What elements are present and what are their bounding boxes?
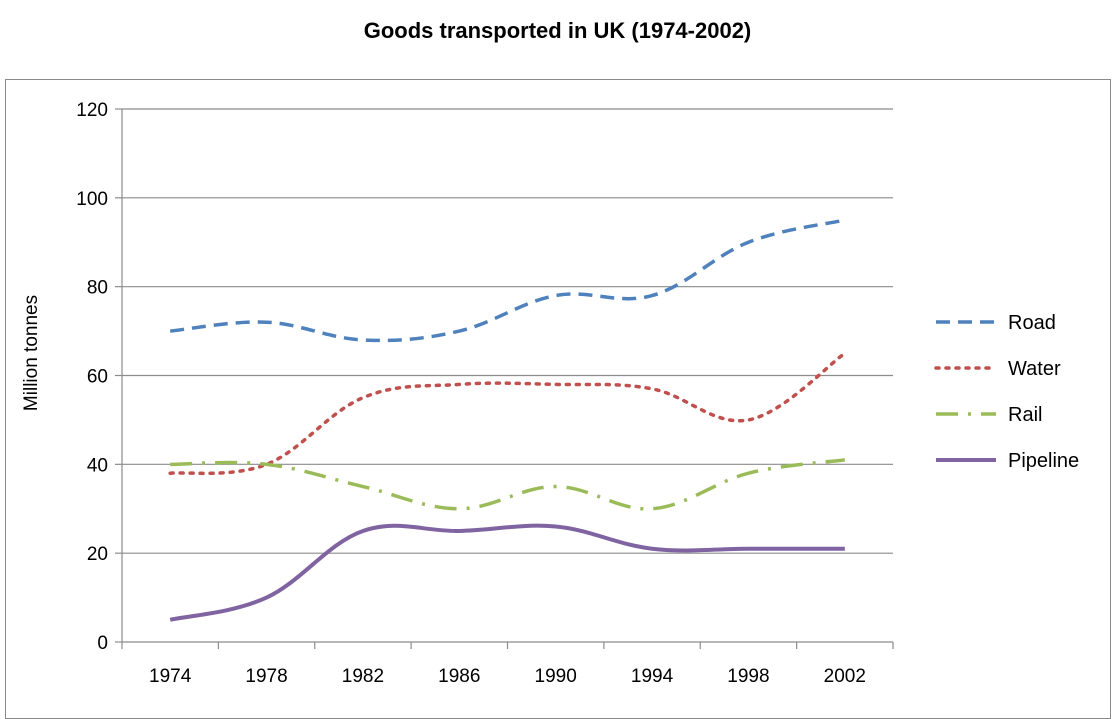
x-tick-label: 1994 — [631, 666, 674, 687]
series-line-water — [168, 351, 847, 476]
x-tick-label: 2002 — [824, 666, 866, 687]
x-tick-label: 1974 — [149, 666, 192, 687]
y-tick-label: 0 — [97, 633, 108, 654]
legend-label-water: Water — [1008, 358, 1061, 380]
series-line-rail — [170, 458, 846, 511]
chart-title: Goods transported in UK (1974-2002) — [363, 18, 752, 43]
x-tick-label: 1990 — [535, 666, 577, 687]
legend-label-road: Road — [1008, 312, 1056, 334]
series-line-pipeline — [169, 523, 845, 622]
legend-label-pipeline: Pipeline — [1008, 450, 1079, 472]
series-line-road — [170, 218, 846, 343]
series-lines — [168, 218, 847, 622]
y-tick-label: 20 — [87, 544, 108, 565]
y-tick-label: 80 — [87, 278, 108, 299]
gridlines — [122, 108, 893, 554]
x-tick-label: 1986 — [438, 666, 480, 687]
x-tick-label: 1982 — [342, 666, 384, 687]
x-tick-label: 1998 — [727, 666, 769, 687]
legend-label-rail: Rail — [1008, 404, 1042, 426]
y-tick-label: 120 — [76, 100, 108, 121]
axes: 0 20 40 60 80 100 120 1974 1978 1982 1986 1990 1994 1… — [76, 100, 894, 687]
y-axis-label: Million tonnes — [21, 295, 42, 411]
y-tick-label: 60 — [87, 367, 108, 388]
legend: Road Water Rail Pipeline — [934, 312, 1079, 472]
y-tick-label: 100 — [76, 189, 108, 210]
x-tick-label: 1978 — [245, 666, 287, 687]
y-tick-label: 40 — [87, 455, 108, 476]
